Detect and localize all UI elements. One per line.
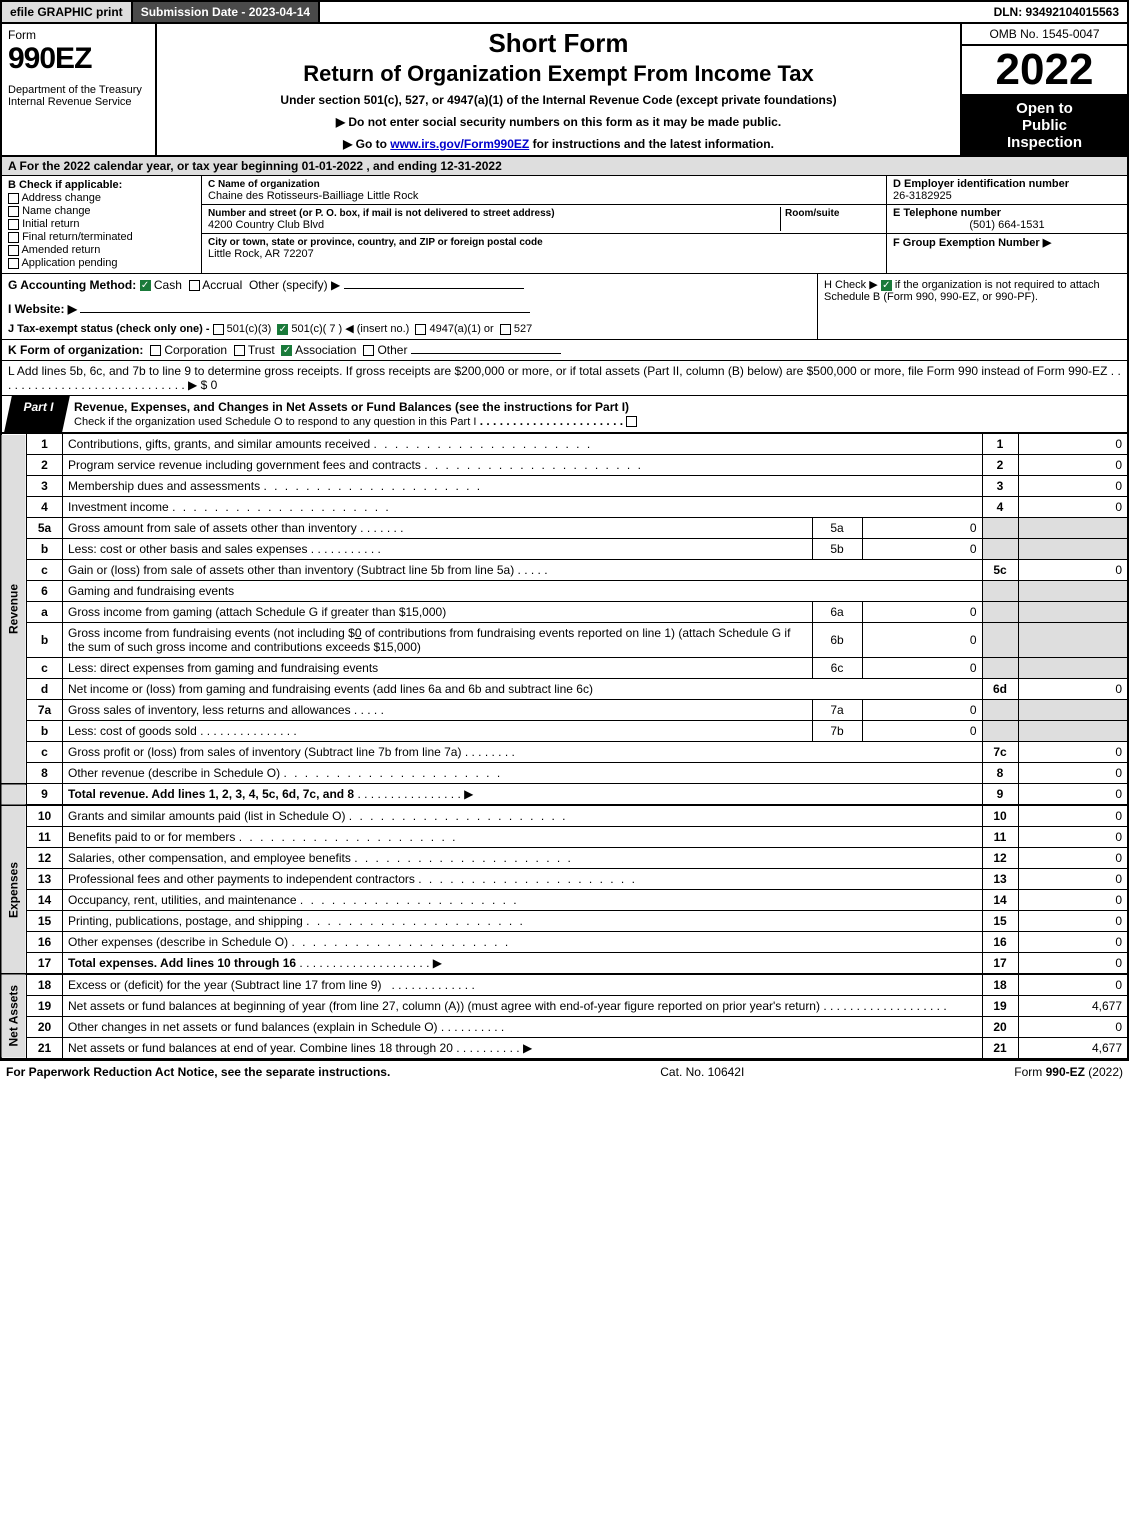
expenses-sidetab: Expenses: [1, 805, 27, 974]
page-footer: For Paperwork Reduction Act Notice, see …: [0, 1059, 1129, 1083]
check-cash-icon: ✓: [140, 280, 151, 291]
city-state-zip: Little Rock, AR 72207: [208, 248, 314, 260]
org-name: Chaine des Rotisseurs-Bailliage Little R…: [208, 190, 418, 202]
form-subtitle: Under section 501(c), 527, or 4947(a)(1)…: [163, 93, 954, 107]
line-6c-amount: 0: [862, 658, 982, 679]
line-5a-amount: 0: [862, 518, 982, 539]
line-9-amount: 0: [1018, 784, 1128, 806]
line-15-amount: 0: [1018, 911, 1128, 932]
street-address: 4200 Country Club Blvd: [208, 219, 324, 231]
check-application-pending[interactable]: Application pending: [8, 257, 195, 269]
line-2-amount: 0: [1018, 455, 1128, 476]
goto-note: ▶ Go to www.irs.gov/Form990EZ for instru…: [163, 137, 954, 151]
line-k: K Form of organization: Corporation Trus…: [0, 340, 1129, 361]
line-12-amount: 0: [1018, 848, 1128, 869]
telephone: (501) 664-1531: [893, 219, 1121, 231]
line-14-amount: 0: [1018, 890, 1128, 911]
form-number: 990EZ: [8, 42, 149, 76]
line-6a-amount: 0: [862, 602, 982, 623]
line-6d-amount: 0: [1018, 679, 1128, 700]
line-7b-amount: 0: [862, 721, 982, 742]
group-exemption: F Group Exemption Number ▶: [893, 237, 1051, 249]
department-label: Department of the Treasury Internal Reve…: [8, 84, 149, 108]
form-word: Form: [8, 28, 149, 42]
line-19-amount: 4,677: [1018, 996, 1128, 1017]
section-b-c-d: B Check if applicable: Address change Na…: [0, 176, 1129, 274]
line-7c-amount: 0: [1018, 742, 1128, 763]
line-4-amount: 0: [1018, 497, 1128, 518]
line-10-amount: 0: [1018, 805, 1128, 827]
net-assets-sidetab: Net Assets: [1, 974, 27, 1059]
line-5b-amount: 0: [862, 539, 982, 560]
check-schedule-b-icon: ✓: [881, 280, 892, 291]
line-8-amount: 0: [1018, 763, 1128, 784]
check-initial-return[interactable]: Initial return: [8, 218, 195, 230]
line-20-amount: 0: [1018, 1017, 1128, 1038]
part-1-table: Revenue 1 Contributions, gifts, grants, …: [0, 433, 1129, 1059]
line-3-amount: 0: [1018, 476, 1128, 497]
column-b: B Check if applicable: Address change Na…: [2, 176, 202, 273]
irs-link[interactable]: www.irs.gov/Form990EZ: [390, 137, 529, 151]
line-16-amount: 0: [1018, 932, 1128, 953]
ssn-note: ▶ Do not enter social security numbers o…: [163, 115, 954, 129]
line-l: L Add lines 5b, 6c, and 7b to line 9 to …: [0, 361, 1129, 396]
revenue-sidetab: Revenue: [1, 434, 27, 784]
tax-exempt-status: J Tax-exempt status (check only one) - 5…: [8, 322, 811, 335]
part-1-header: Part I Revenue, Expenses, and Changes in…: [0, 396, 1129, 433]
form-title-1: Short Form: [163, 28, 954, 59]
website-row: I Website: ▶: [8, 302, 811, 316]
line-1-amount: 0: [1018, 434, 1128, 455]
line-21-amount: 4,677: [1018, 1038, 1128, 1059]
line-11-amount: 0: [1018, 827, 1128, 848]
efile-label[interactable]: efile GRAPHIC print: [2, 2, 133, 22]
line-a: A For the 2022 calendar year, or tax yea…: [0, 157, 1129, 176]
check-address-change[interactable]: Address change: [8, 192, 195, 204]
check-association-icon: ✓: [281, 345, 292, 356]
line-18-amount: 0: [1018, 974, 1128, 996]
ein: 26-3182925: [893, 190, 952, 202]
omb-number: OMB No. 1545-0047: [962, 24, 1127, 46]
line-h: H Check ▶ ✓ if the organization is not r…: [817, 274, 1127, 339]
row-g-h: G Accounting Method: ✓ Cash Accrual Othe…: [0, 274, 1129, 340]
check-amended-return[interactable]: Amended return: [8, 244, 195, 256]
dln-label: DLN: 93492104015563: [986, 2, 1127, 22]
line-17-amount: 0: [1018, 953, 1128, 975]
line-7a-amount: 0: [862, 700, 982, 721]
inspection-badge: Open to Public Inspection: [962, 96, 1127, 155]
line-5c-amount: 0: [1018, 560, 1128, 581]
top-bar: efile GRAPHIC print Submission Date - 20…: [0, 0, 1129, 24]
check-name-change[interactable]: Name change: [8, 205, 195, 217]
submission-date: Submission Date - 2023-04-14: [133, 2, 320, 22]
check-schedule-o[interactable]: [626, 416, 637, 427]
line-6b-amount: 0: [862, 623, 982, 658]
check-final-return[interactable]: Final return/terminated: [8, 231, 195, 243]
part-tab: Part I: [4, 396, 70, 432]
form-header: Form 990EZ Department of the Treasury In…: [0, 24, 1129, 157]
column-c: C Name of organization Chaine des Rotiss…: [202, 176, 887, 273]
column-d: D Employer identification number26-31829…: [887, 176, 1127, 273]
tax-year: 2022: [962, 46, 1127, 96]
line-13-amount: 0: [1018, 869, 1128, 890]
form-title-2: Return of Organization Exempt From Incom…: [163, 61, 954, 87]
accounting-method: G Accounting Method: ✓ Cash Accrual Othe…: [8, 278, 811, 292]
